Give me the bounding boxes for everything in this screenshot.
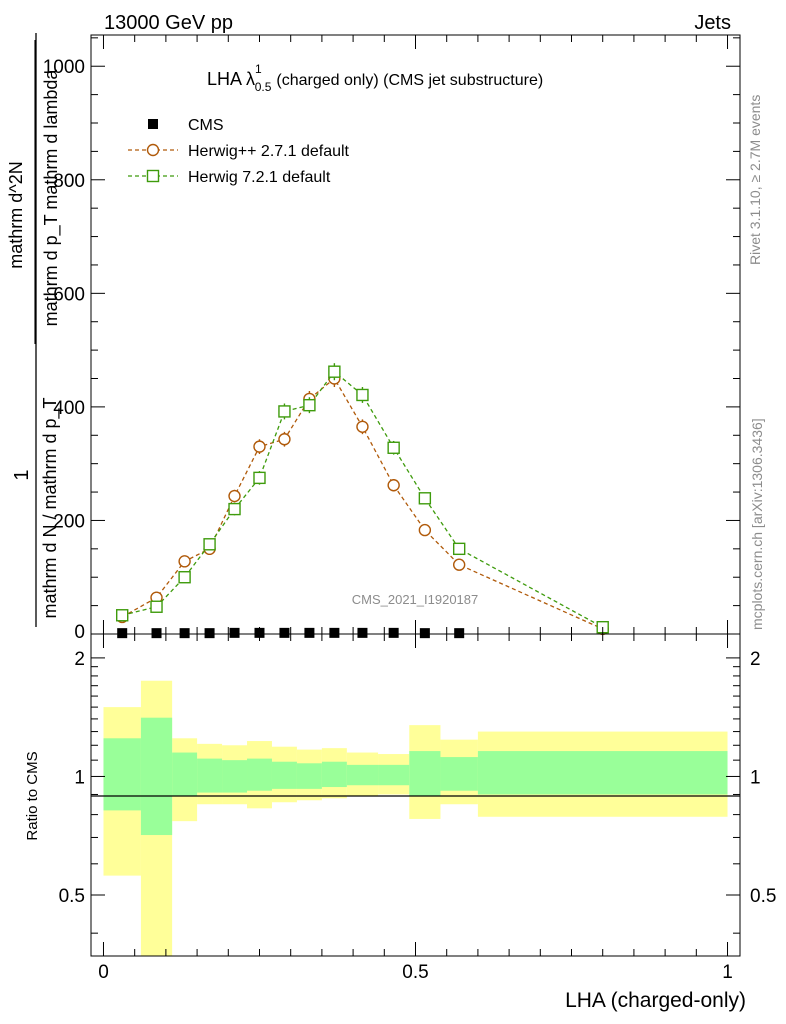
main-ytick-label: 200 [53,511,85,532]
legend-herwig7-marker [146,169,160,183]
x-tick-label: 0.5 [402,962,428,983]
ratio-ytick-label-left: 0.5 [59,886,85,907]
x-tick-label: 1 [722,962,733,983]
main-ylabel-fraction-numerator: mathrm d^2N [6,161,26,268]
point-herwig-7-2-1-default-1 [150,600,163,613]
point-herwig-7-2-1-default-9 [356,388,369,402]
rivet-label: Rivet 3.1.10, ≥ 2.7M events [747,95,763,265]
series-line-herwig-7-2-1-default [122,370,604,628]
ratio-band-stat-bin-7 [296,763,322,789]
header-right: Jets [694,12,731,34]
ratio-band-stat-bin-6 [271,761,297,789]
point-herwig-7-2-1-default-6 [278,405,291,418]
point-cms-4 [229,627,240,638]
ratio-band-stat-bin-2 [172,752,198,797]
legend: CMS Herwig++ 2.7.1 default Herwig 7.2.1 … [128,117,350,186]
mcplots-label: mcplots.cern.ch [arXiv:1306.3436] [749,418,765,630]
ratio-axis-ticks: 0.5 0.5 1 1 2 2 [59,649,776,934]
ratio-band-stat-bin-10 [378,764,410,786]
ratio-ytick-label-right: 0.5 [750,886,776,907]
x-tick-label: 0 [98,962,109,983]
ratio-band-stat-bin-9 [346,764,379,786]
main-title-prefix: LHA λ [207,69,255,89]
point-herwig-7-2-1-default-0 [116,609,129,622]
main-ylabel-numerator: 1 [11,469,33,480]
ratio-band-stat-bin-0 [103,738,141,811]
point-herwig-7-2-1-default-5 [253,471,266,485]
ratio-band-stat-bin-11 [409,751,441,797]
watermark: CMS_2021_I1920187 [352,592,479,607]
point-cms-1 [151,628,162,639]
main-ytick-label: 800 [53,171,85,192]
ratio-band-stat-bin-4 [222,760,248,793]
main-ylabel-fraction-denominator: mathrm d p_T mathrm d lambda [41,69,62,327]
legend-herwigpp-marker [146,143,160,157]
point-herwig-2-7-1-default-11 [418,523,432,537]
main-title-sup: 1 [255,62,262,76]
point-cms-6 [279,627,290,638]
point-cms-12 [454,628,465,639]
main-ytick-label: 1000 [43,57,85,78]
point-herwig-7-2-1-default-4 [228,502,241,516]
main-title-sub: 0.5 [255,80,272,94]
point-herwig-2-7-1-default-4 [228,489,241,503]
ratio-ytick-label-right: 1 [750,767,761,788]
point-cms-11 [419,628,430,639]
point-herwig-7-2-1-default-2 [178,571,191,584]
main-ytick-label: 0 [74,622,85,643]
series-line-herwig-2-7-1-default [121,377,603,630]
main-ylabel: 1 mathrm d N / mathrm d p_T mathrm d^2N … [6,33,62,627]
main-ytick-label: 400 [53,398,85,419]
ratio-ytick-label-right: 2 [750,649,761,670]
ratio-band-stat-bin-8 [321,761,347,788]
point-cms-3 [204,628,215,639]
ratio-band-stat-bin-1 [140,717,173,836]
point-cms-2 [179,628,190,639]
main-ytick-label: 600 [53,284,85,305]
legend-herwig7-label: Herwig 7.2.1 default [188,169,331,186]
legend-herwigpp-label: Herwig++ 2.7.1 default [188,143,350,160]
point-herwig-2-7-1-default-9 [356,420,369,433]
point-herwig-7-2-1-default-7 [303,398,316,412]
point-cms-9 [357,627,368,638]
point-herwig-2-7-1-default-5 [253,440,266,453]
point-cms-8 [329,627,340,638]
ratio-band-stat-bin-12 [440,757,478,791]
ratio-band-stat-bin-3 [197,758,223,793]
ratio-ylabel: Ratio to CMS [24,751,41,840]
main-series-layer [116,363,609,639]
point-herwig-2-7-1-default-12 [452,558,466,571]
point-herwig-2-7-1-default-2 [178,555,191,568]
x-axis-ticks: 0 0.5 1 [98,35,733,983]
ratio-ytick-label-left: 2 [74,649,85,670]
main-axis-ticks: 0 200 400 600 800 1000 [43,37,740,643]
main-title-suffix: (charged only) (CMS jet substructure) [276,72,543,89]
main-ylabel-denominator: mathrm d N / mathrm d p_T [40,397,61,618]
point-herwig-7-2-1-default-11 [418,492,432,505]
ratio-ytick-label-left: 1 [74,767,85,788]
ratio-band-stat-bin-5 [247,758,272,791]
point-cms-7 [304,627,315,638]
ratio-bands-layer [103,680,728,956]
point-herwig-7-2-1-default-8 [328,365,341,378]
header-left: 13000 GeV pp [104,12,233,34]
point-herwig-7-2-1-default-12 [452,542,466,556]
point-herwig-7-2-1-default-3 [203,538,216,551]
point-herwig-2-7-1-default-6 [278,433,291,446]
point-cms-0 [117,628,128,639]
point-cms-10 [388,627,399,638]
legend-cms-marker [148,119,158,129]
ratio-panel: 0.5 0.5 1 1 2 2 Ratio to CMS [24,633,776,957]
x-axis-label: LHA (charged-only) [565,989,746,1012]
point-herwig-2-7-1-default-10 [387,479,400,492]
ratio-band-stat-bin-13 [477,751,728,795]
main-title: LHA λ1 0.5 (charged only) (CMS jet substru… [207,62,543,94]
legend-cms-label: CMS [188,117,224,134]
point-herwig-7-2-1-default-10 [387,441,400,454]
